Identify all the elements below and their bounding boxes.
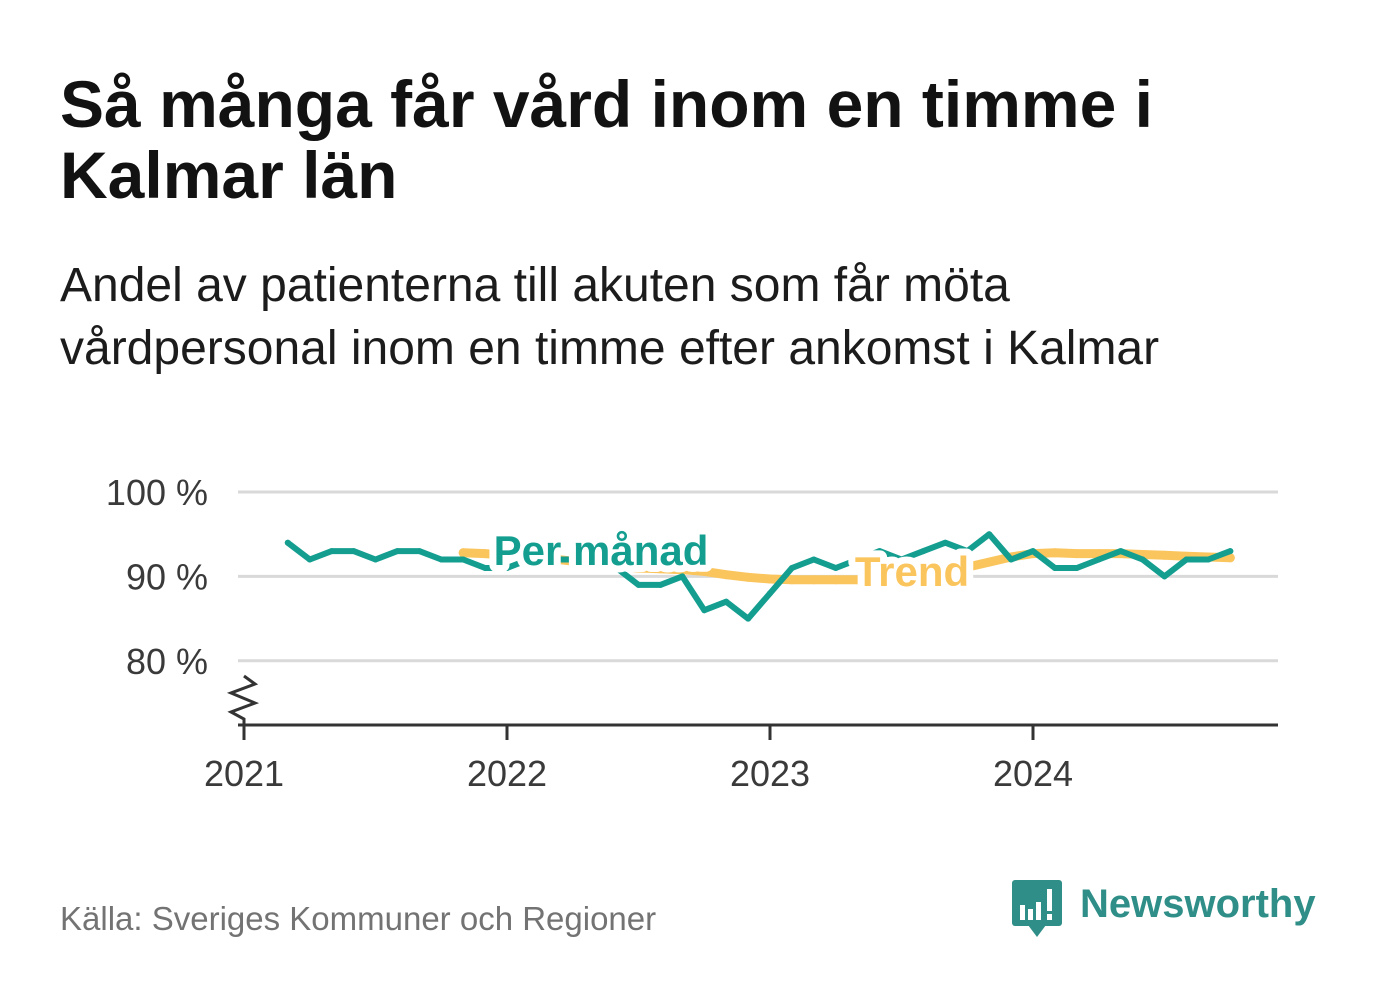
data-point xyxy=(591,565,598,571)
data-point xyxy=(284,539,291,546)
data-point xyxy=(525,556,532,563)
data-point xyxy=(1117,548,1124,555)
data-point xyxy=(964,548,971,555)
data-point xyxy=(1205,556,1212,563)
line-chart: 2021 2022 2023 2024 100 % 90 % 80 % Per månad… xyxy=(106,472,1278,794)
data-point xyxy=(328,548,335,555)
data-point xyxy=(918,570,928,580)
data-point xyxy=(897,572,906,582)
x-tick-label: 2021 xyxy=(204,753,284,794)
data-point xyxy=(721,570,731,580)
series-labels: Per månad Trend xyxy=(487,520,977,602)
data-point xyxy=(1160,550,1169,560)
data-point xyxy=(743,572,753,582)
data-point xyxy=(831,575,841,585)
data-point xyxy=(1161,573,1168,580)
data-point xyxy=(569,556,576,563)
data-point xyxy=(502,550,512,560)
y-tick-label: 80 % xyxy=(126,641,208,682)
x-tick-label: 2023 xyxy=(730,753,810,794)
data-point xyxy=(723,598,730,605)
logo-wordmark: Newsworthy xyxy=(1080,882,1316,926)
data-point xyxy=(613,565,620,571)
data-point xyxy=(480,549,490,559)
series-label-per-manad: Per månad xyxy=(494,527,709,574)
data-point xyxy=(458,548,468,558)
data-point xyxy=(460,556,467,563)
data-point xyxy=(677,565,687,575)
series-per-manad xyxy=(284,531,1234,622)
data-point xyxy=(898,556,905,563)
x-tick-label: 2022 xyxy=(467,753,547,794)
source-note: Källa: Sveriges Kommuner och Regioner xyxy=(60,900,657,937)
data-point xyxy=(655,564,665,574)
data-point xyxy=(832,565,839,571)
newsworthy-bar-chart-bubble-icon xyxy=(1012,880,1062,937)
data-point xyxy=(416,548,423,555)
data-point xyxy=(787,575,797,585)
data-point xyxy=(809,575,819,585)
data-point xyxy=(547,556,554,563)
data-point xyxy=(701,607,708,614)
data-point xyxy=(482,565,489,571)
y-tick-label: 100 % xyxy=(106,472,208,513)
data-point xyxy=(679,573,686,580)
data-point xyxy=(634,563,643,573)
chart-title: Så många får vård inom en timme i Kalmar… xyxy=(60,67,1153,212)
series-label-trend: Trend xyxy=(855,548,969,595)
data-point xyxy=(745,615,752,622)
data-point xyxy=(1030,548,1036,555)
data-point xyxy=(962,562,972,572)
data-point xyxy=(1095,556,1102,563)
data-point xyxy=(394,548,401,555)
x-axis-ticks: 2021 2022 2023 2024 xyxy=(204,725,1073,794)
chart-subtitle: Andel av patienterna till akuten som får… xyxy=(60,259,1160,375)
data-point xyxy=(635,581,642,588)
data-point xyxy=(657,581,664,588)
data-point xyxy=(767,590,773,597)
data-point xyxy=(940,566,950,576)
data-point xyxy=(1139,556,1146,563)
data-point xyxy=(1008,556,1015,563)
y-axis-labels: 100 % 90 % 80 % xyxy=(106,472,208,682)
data-point xyxy=(942,539,949,546)
data-point xyxy=(350,548,357,555)
data-point xyxy=(765,574,775,584)
series-line-per-manad xyxy=(284,531,1234,622)
y-tick-label: 90 % xyxy=(126,556,208,597)
data-point xyxy=(876,548,883,555)
data-point xyxy=(854,556,861,563)
data-point xyxy=(1227,548,1234,555)
data-point xyxy=(438,556,445,563)
data-point xyxy=(1183,556,1190,563)
data-point xyxy=(1073,565,1080,571)
data-point xyxy=(699,566,709,576)
data-point xyxy=(504,565,510,571)
data-point xyxy=(1051,565,1058,571)
data-point xyxy=(1050,548,1060,558)
series-lines xyxy=(284,531,1235,622)
data-point xyxy=(372,556,379,563)
data-point xyxy=(920,548,927,555)
data-point xyxy=(875,574,885,584)
data-point xyxy=(788,565,795,571)
data-point xyxy=(1225,553,1235,563)
data-point xyxy=(986,531,993,538)
data-point xyxy=(810,556,817,563)
newsworthy-logo: Newsworthy xyxy=(1010,878,1316,942)
data-point xyxy=(853,575,863,585)
x-tick-label: 2024 xyxy=(993,753,1073,794)
data-point xyxy=(1072,549,1082,559)
axis-break-icon xyxy=(226,674,260,725)
data-point xyxy=(984,557,994,567)
data-point xyxy=(306,556,313,563)
